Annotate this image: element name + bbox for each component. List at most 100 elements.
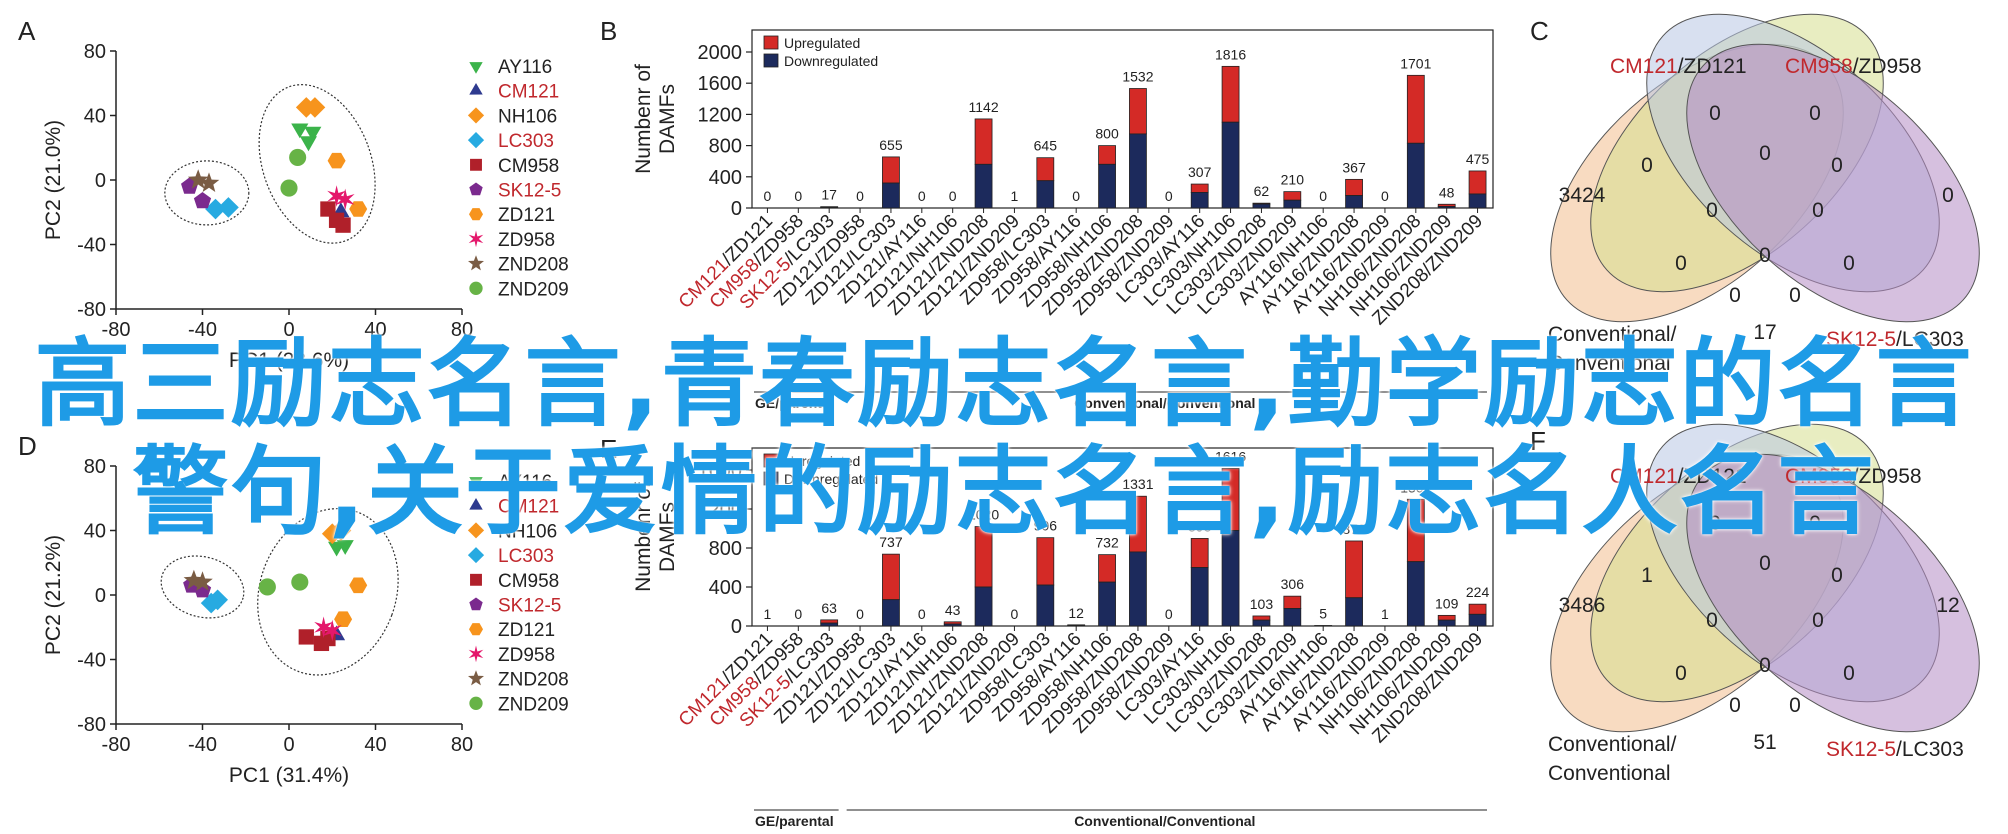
venn-label-3-line1: Conventional/: [1548, 323, 1677, 346]
y-axis-label-line1: Numbenr of: [632, 482, 655, 592]
bar-down: [974, 586, 993, 627]
legend-marker-cm958: [470, 573, 482, 586]
bar-value-label: 0: [856, 606, 864, 622]
point-znd209: [258, 578, 276, 596]
point-nh106: [330, 520, 352, 541]
bar-down: [1129, 133, 1147, 209]
bar-down: [1437, 619, 1456, 627]
bar-value-label: 1020: [968, 507, 999, 523]
bar-value-label: 0: [949, 188, 957, 204]
legend-marker-znd209: [469, 696, 483, 710]
panel-letter: B: [600, 16, 617, 46]
venn-set-4: [1686, 453, 1980, 733]
point-zd958: [335, 188, 355, 211]
bar-up: [1437, 614, 1456, 621]
y-axis-label-line1: Numbenr of: [632, 64, 655, 174]
bar-value-label: 0: [918, 606, 926, 622]
venn-count-abc: 0: [1706, 199, 1718, 222]
bar-value-label: 737: [879, 534, 903, 550]
panel-letter: D: [18, 431, 37, 461]
venn-count-abd: 0: [1789, 284, 1801, 307]
bar-down: [1468, 613, 1487, 627]
legend-swatch: [763, 453, 779, 468]
bar-up: [1283, 595, 1302, 609]
legend-marker-sk12-5: [469, 597, 483, 611]
cluster-ellipse: [257, 507, 399, 676]
bar-up: [1036, 537, 1055, 586]
legend-label-cm121: CM121: [498, 497, 559, 518]
bar-down: [1098, 581, 1116, 627]
venn-label-1-red: CM121: [1610, 55, 1678, 78]
legend-label-znd209: ZND209: [498, 279, 569, 300]
legend-label-nh106: NH106: [498, 521, 557, 542]
bar-value-label: 1: [764, 606, 772, 622]
point-nh106: [304, 97, 326, 118]
bar-value-label: 1532: [1122, 69, 1153, 85]
x-tick-label: 0: [283, 734, 294, 756]
legend-marker-nh106: [467, 107, 485, 124]
legend-label-nh106: NH106: [498, 106, 557, 127]
legend-label-zd121: ZD121: [498, 620, 555, 641]
legend-marker-cm121: [469, 498, 483, 510]
bar-value-label: 224: [1466, 584, 1490, 600]
bar-up: [1221, 65, 1240, 123]
bar-value-label: 800: [1095, 126, 1119, 142]
y-axis-label: PC2 (21.0%): [42, 120, 65, 240]
bar-down: [1190, 567, 1209, 627]
venn-count-right-outer: 0: [1942, 184, 1954, 207]
legend-label-zd121: ZD121: [498, 205, 555, 226]
bar-up: [1190, 538, 1209, 568]
point-zd121: [349, 201, 368, 217]
legend-label-sk12-5: SK12-5: [498, 596, 561, 617]
venn-label-1-black: /ZD121: [1678, 465, 1747, 488]
y-tick-label: 800: [709, 538, 742, 560]
bar-value-label: 0: [918, 188, 926, 204]
venn-count-bottom: 51: [1753, 731, 1776, 754]
bar-value-label: 1300: [1400, 479, 1431, 495]
venn-count-bcd: 0: [1812, 609, 1824, 632]
y-tick-label: 2000: [698, 42, 743, 64]
bar-up: [974, 118, 993, 165]
point-znd208: [192, 571, 213, 591]
bar-down: [882, 599, 900, 627]
venn-count-top-right: 0: [1809, 512, 1821, 535]
bar-up: [1221, 468, 1240, 531]
venn-count-ab: 0: [1641, 154, 1653, 177]
venn-count-abd: 0: [1789, 694, 1801, 717]
bar-down: [1252, 619, 1271, 627]
bar-value-label: 1331: [1122, 476, 1153, 492]
bar-down: [1252, 203, 1271, 209]
y-tick-label: -40: [77, 650, 106, 672]
y-axis-label-line2: DAMFs: [656, 502, 679, 572]
venn-count-ad-left: 0: [1675, 252, 1687, 275]
venn-label-2-black: /ZD958: [1853, 55, 1922, 78]
legend-marker-znd209: [469, 281, 483, 295]
bar-down: [1036, 180, 1055, 209]
plot-frame: [751, 447, 1494, 627]
bar-down: [974, 163, 993, 209]
group-label: Conventional/Conventional: [1074, 813, 1255, 829]
bar-value-label: 63: [821, 600, 837, 616]
venn-count-ad-right: 0: [1843, 252, 1855, 275]
point-sk12-5: [181, 177, 199, 194]
y-tick-label: 1600: [698, 460, 743, 482]
bar-down: [1406, 142, 1425, 209]
x-tick-label: -80: [102, 734, 131, 756]
legend-marker-nh106: [467, 522, 485, 539]
bar-up: [1406, 74, 1425, 144]
bar-value-label: 0: [794, 606, 802, 622]
bar-value-label: 1616: [1215, 448, 1246, 464]
y-tick-label: 80: [84, 456, 106, 478]
legend-label-cm958: CM958: [498, 156, 559, 177]
legend-label-cm121: CM121: [498, 82, 559, 103]
legend-marker-zd121: [469, 623, 483, 636]
bar-value-label: 645: [1034, 138, 1058, 154]
bar-value-label: 1816: [1215, 46, 1246, 62]
y-tick-label: -80: [77, 299, 106, 321]
legend-label-lc303: LC303: [498, 546, 554, 567]
venn-count-cd: 0: [1831, 564, 1843, 587]
y-tick-label: 800: [709, 136, 742, 158]
legend-label: Downregulated: [784, 53, 878, 69]
venn-count-bc: 0: [1759, 142, 1771, 165]
